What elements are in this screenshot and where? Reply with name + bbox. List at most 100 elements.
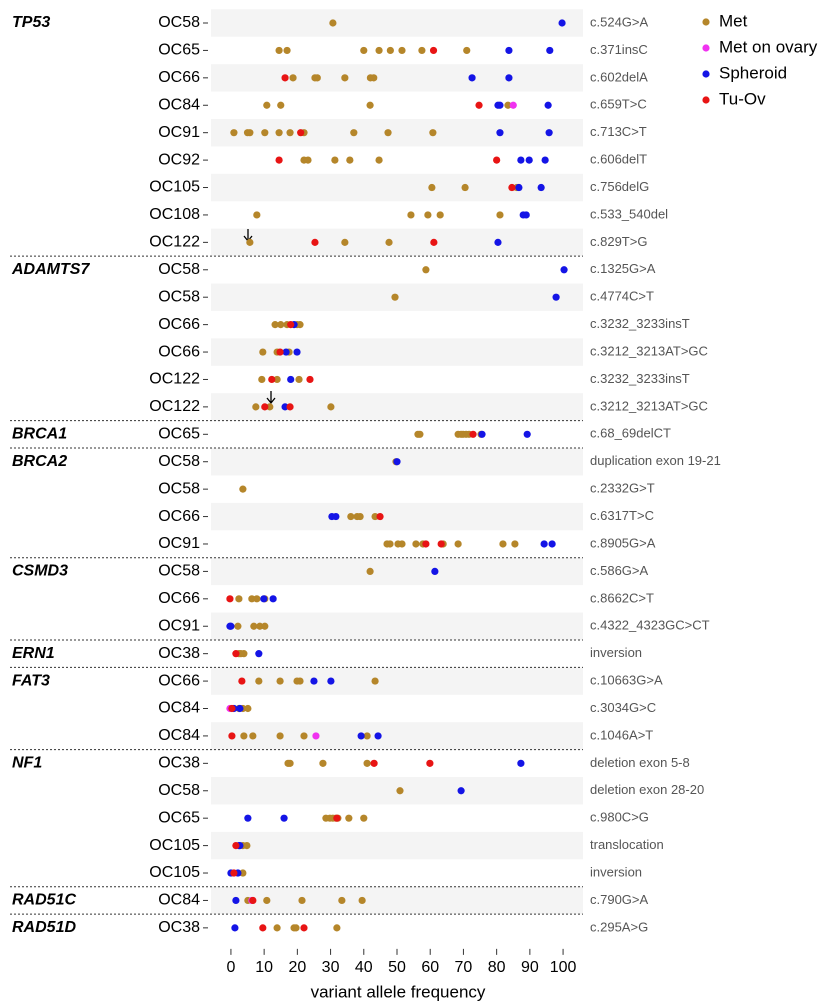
mutation-label: inversion — [590, 864, 642, 879]
x-tick-label: 10 — [255, 959, 273, 976]
point — [416, 430, 424, 438]
x-tick-label: 80 — [488, 959, 506, 976]
row-band — [211, 118, 583, 147]
row-band — [211, 612, 583, 640]
mutation-label: c.8662C>T — [590, 590, 654, 605]
point — [273, 924, 281, 932]
point — [384, 129, 392, 137]
point — [243, 842, 251, 850]
point — [269, 595, 277, 603]
point — [463, 46, 471, 55]
point — [548, 540, 556, 548]
row-band — [211, 886, 583, 915]
mutation-label: c.713C>T — [590, 124, 647, 139]
mutation-label: translocation — [590, 837, 664, 852]
point — [281, 403, 289, 411]
sample-label: OC58 — [158, 782, 200, 799]
point — [295, 375, 303, 384]
point — [478, 430, 486, 438]
sample-label: OC65 — [158, 426, 200, 443]
sample-label: OC108 — [149, 206, 200, 223]
point — [545, 129, 553, 137]
row-band — [211, 64, 583, 92]
point — [508, 183, 516, 192]
point — [261, 403, 269, 411]
gene-label: BRCA1 — [12, 426, 67, 443]
point — [350, 129, 358, 137]
point — [244, 814, 252, 822]
point — [360, 814, 368, 822]
point — [275, 156, 283, 164]
point — [259, 348, 267, 356]
legend-swatch — [702, 70, 710, 78]
sample-label: OC105 — [149, 179, 200, 196]
point — [468, 74, 476, 82]
point — [327, 677, 335, 685]
point — [540, 540, 548, 548]
x-tick-label: 90 — [521, 959, 539, 976]
point — [275, 46, 283, 55]
mutation-label: c.3232_3233insT — [590, 316, 690, 331]
legend-swatch — [702, 96, 710, 104]
point — [226, 595, 234, 603]
sample-label: OC66 — [158, 672, 200, 689]
point — [312, 732, 320, 740]
row-band — [211, 667, 583, 695]
point — [499, 540, 507, 548]
point — [255, 677, 263, 685]
point — [256, 622, 264, 630]
gene-label: RAD51C — [12, 892, 76, 909]
point — [286, 759, 294, 767]
point — [360, 46, 368, 55]
sample-label: OC105 — [149, 864, 200, 881]
point — [276, 677, 284, 685]
point — [544, 101, 552, 109]
point — [333, 814, 341, 822]
point — [263, 896, 271, 905]
point — [239, 869, 247, 877]
point — [374, 732, 382, 740]
point — [469, 430, 477, 438]
arrow — [266, 391, 276, 405]
mutation-label: c.3232_3233insT — [590, 371, 690, 386]
point — [418, 46, 426, 55]
mutation-label: c.295A>G — [590, 919, 648, 934]
sample-label: OC105 — [149, 837, 200, 854]
point — [240, 732, 248, 740]
point — [398, 46, 406, 55]
mutation-label: c.1046A>T — [590, 727, 653, 742]
mutation-label: deletion exon 28-20 — [590, 782, 704, 797]
mutation-label: inversion — [590, 645, 642, 660]
sample-label: OC38 — [158, 919, 200, 936]
point — [319, 759, 327, 767]
x-tick-label: 100 — [550, 959, 577, 976]
point — [253, 211, 261, 219]
x-tick-label: 30 — [322, 959, 340, 976]
point — [232, 842, 240, 850]
mutation-label: c.3212_3213AT>GC — [590, 398, 708, 413]
point — [398, 540, 406, 548]
point — [376, 512, 384, 521]
point — [327, 403, 335, 411]
point — [541, 156, 549, 164]
point — [227, 622, 235, 630]
mutation-label: deletion exon 5-8 — [590, 755, 690, 770]
point — [494, 238, 502, 246]
point — [231, 924, 239, 932]
point — [393, 458, 401, 466]
point — [230, 129, 238, 137]
gene-label: ADAMTS7 — [11, 261, 90, 278]
mutation-label: c.3034G>C — [590, 700, 656, 715]
sample-label: OC66 — [158, 343, 200, 360]
point — [228, 732, 236, 740]
point — [297, 129, 305, 137]
point — [371, 677, 379, 685]
point — [517, 759, 525, 767]
point — [261, 622, 269, 630]
point — [386, 46, 394, 55]
point — [286, 403, 294, 411]
point — [296, 677, 304, 685]
point — [560, 266, 568, 274]
point — [341, 238, 349, 246]
mutation-label: c.659T>C — [590, 97, 647, 112]
